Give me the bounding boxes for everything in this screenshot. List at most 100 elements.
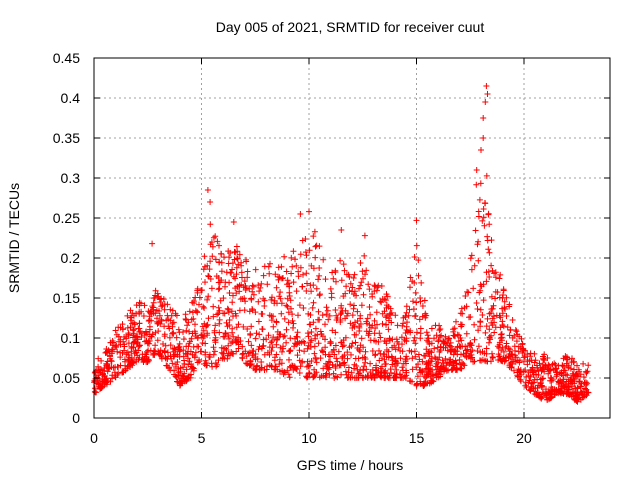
data-point <box>270 313 277 320</box>
data-point <box>114 348 121 355</box>
data-point <box>315 340 322 347</box>
data-point <box>373 309 380 316</box>
data-point <box>455 338 462 345</box>
data-point <box>130 334 136 341</box>
data-point <box>486 249 493 256</box>
data-point <box>216 242 222 249</box>
data-point <box>340 261 347 268</box>
data-point <box>442 355 449 362</box>
y-tick-label: 0.25 <box>53 210 80 226</box>
data-point <box>425 350 432 357</box>
data-point <box>225 342 232 349</box>
data-point <box>183 343 190 350</box>
data-point <box>465 289 472 296</box>
data-point <box>234 255 241 262</box>
data-point <box>254 362 261 369</box>
data-point <box>402 358 409 365</box>
data-point <box>337 257 344 264</box>
data-point <box>178 380 185 387</box>
data-point <box>365 332 372 339</box>
data-point <box>397 371 404 378</box>
data-point <box>407 274 414 281</box>
data-point <box>438 332 445 339</box>
data-point <box>401 373 408 380</box>
data-point <box>181 370 188 377</box>
data-point <box>307 312 314 318</box>
data-point <box>207 221 214 228</box>
data-point <box>318 347 325 354</box>
data-point <box>353 374 360 381</box>
data-point <box>436 333 443 340</box>
data-point <box>486 334 493 341</box>
data-point <box>428 355 435 362</box>
data-point <box>529 380 536 387</box>
data-point <box>216 320 223 327</box>
data-point <box>187 374 194 381</box>
data-point <box>382 367 389 374</box>
data-point <box>317 328 324 335</box>
data-point <box>202 351 209 358</box>
data-point <box>407 327 414 334</box>
data-point <box>192 330 199 337</box>
data-point <box>259 311 266 317</box>
data-point <box>323 374 329 381</box>
data-point <box>241 278 248 285</box>
data-point <box>486 274 493 280</box>
data-point <box>208 239 215 246</box>
data-point <box>224 305 231 312</box>
data-point <box>498 331 504 338</box>
data-point <box>230 333 237 340</box>
data-point <box>379 363 385 370</box>
data-point <box>326 312 333 319</box>
data-point <box>224 323 231 330</box>
data-point <box>450 362 457 369</box>
data-point <box>453 360 460 367</box>
data-point <box>285 371 292 378</box>
data-point <box>522 382 529 389</box>
x-tick-label: 10 <box>301 430 317 446</box>
data-point <box>186 308 193 315</box>
data-point <box>380 351 387 358</box>
data-point <box>180 364 186 371</box>
data-point <box>209 253 216 260</box>
data-point <box>138 330 145 337</box>
data-point <box>312 325 319 332</box>
data-point <box>201 305 208 311</box>
data-point <box>411 254 418 260</box>
data-point <box>223 269 230 276</box>
data-point <box>109 342 116 349</box>
data-point <box>172 310 179 317</box>
data-point <box>526 358 533 365</box>
data-point <box>353 363 360 369</box>
data-point <box>161 306 168 313</box>
data-point <box>381 356 388 363</box>
data-point <box>305 342 312 349</box>
data-point <box>131 326 137 333</box>
data-point <box>301 340 308 346</box>
data-point <box>511 367 517 374</box>
data-point <box>522 347 528 354</box>
data-point <box>313 359 320 366</box>
data-point <box>392 312 399 319</box>
data-point <box>312 332 319 339</box>
data-point <box>330 275 337 282</box>
data-point <box>352 355 359 362</box>
data-point <box>480 206 487 212</box>
data-point <box>386 315 393 322</box>
y-tick-label: 0.15 <box>53 290 80 306</box>
data-point <box>201 253 208 260</box>
data-point <box>267 260 273 267</box>
data-point <box>289 311 296 318</box>
data-point <box>584 380 591 387</box>
data-point <box>419 369 426 376</box>
data-point <box>285 280 292 287</box>
data-point <box>360 291 367 298</box>
data-point <box>562 353 569 360</box>
data-point <box>286 374 293 381</box>
data-point <box>464 288 471 295</box>
data-point <box>258 359 265 365</box>
data-point <box>527 387 534 394</box>
data-point <box>161 301 168 308</box>
data-point <box>146 323 153 330</box>
data-point <box>327 359 334 366</box>
